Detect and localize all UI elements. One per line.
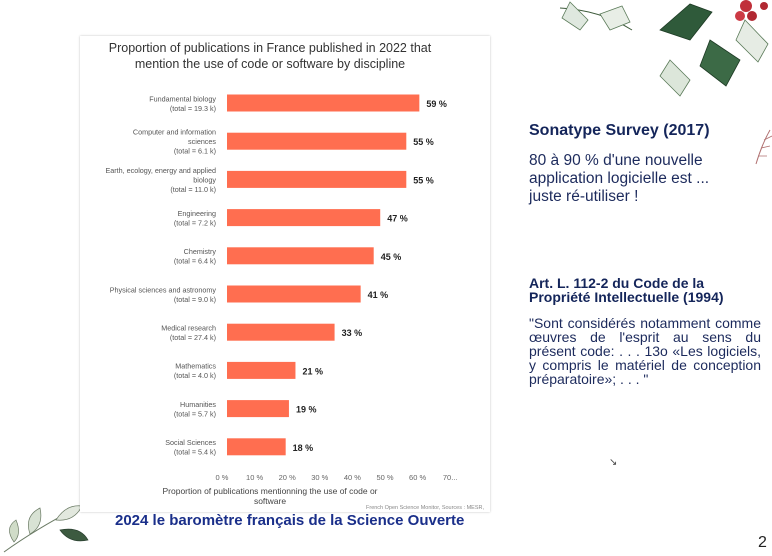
x-tick-label: 10 % [246, 473, 263, 482]
survey-title: Sonatype Survey (2017) [529, 122, 710, 139]
survey-text: 80 à 90 % d'une nouvelle application log… [529, 152, 710, 205]
bar-value-label: 19 % [296, 405, 317, 415]
page-number: 2 [758, 534, 767, 551]
bar [227, 170, 407, 188]
bar-chart: Proportion of publications in France pub… [105, 41, 484, 511]
bar [227, 400, 289, 418]
x-tick-label: 70... [443, 473, 458, 482]
x-tick-label: 60 % [409, 473, 426, 482]
bar [227, 285, 361, 303]
bar [227, 361, 296, 379]
x-tick-label: 0 % [216, 473, 229, 482]
x-axis-label: software [254, 496, 286, 506]
x-tick-label: 30 % [311, 473, 328, 482]
category-total-label: (total = 9.0 k) [174, 295, 216, 304]
category-label: Fundamental biology [149, 94, 216, 103]
bar-value-label: 18 % [293, 443, 314, 453]
category-total-label: (total = 4.0 k) [174, 371, 216, 380]
bar-value-label: 21 % [302, 366, 323, 376]
category-total-label: (total = 11.0 k) [170, 185, 216, 194]
x-tick-label: 20 % [279, 473, 296, 482]
category-total-label: (total = 6.1 k) [174, 147, 216, 156]
mouse-cursor-icon: ↘ [609, 457, 618, 468]
bar [227, 323, 335, 341]
category-label: sciences [188, 137, 216, 146]
x-tick-label: 40 % [344, 473, 361, 482]
chart-source: French Open Science Monitor, Sources : M… [366, 505, 484, 511]
x-axis-label: Proportion of publications mentionning t… [163, 486, 378, 496]
law-quote: "Sont considérés notamment comme œuvres … [529, 315, 761, 387]
category-label: Mathematics [175, 362, 216, 371]
category-total-label: (total = 6.4 k) [174, 257, 216, 266]
bar-value-label: 45 % [381, 252, 402, 262]
category-total-label: (total = 27.4 k) [170, 333, 216, 342]
chart-title-line: mention the use of code or software by d… [135, 57, 405, 71]
bar-value-label: 41 % [368, 290, 389, 300]
bar-value-label: 47 % [387, 214, 408, 224]
bar [227, 132, 407, 150]
footer-title: 2024 le baromètre français de la Science… [115, 512, 465, 529]
category-total-label: (total = 19.3 k) [170, 104, 216, 113]
holly-decoration-icon [559, 0, 769, 97]
category-label: Physical sciences and astronomy [110, 285, 217, 294]
sprig-decoration-icon [755, 129, 772, 165]
bar [227, 94, 420, 112]
bar [227, 247, 374, 265]
bar-value-label: 59 % [426, 99, 447, 109]
bar-value-label: 33 % [342, 328, 363, 338]
x-tick-label: 50 % [376, 473, 393, 482]
law-title: Art. L. 112-2 du Code de la Propriété In… [529, 275, 724, 305]
chart-panel: Proportion of publications in France pub… [80, 36, 490, 512]
bar-value-label: 55 % [413, 175, 434, 185]
category-label: Humanities [180, 400, 216, 409]
category-total-label: (total = 5.4 k) [174, 448, 216, 457]
category-label: Computer and information [133, 128, 216, 137]
chart-title-line: Proportion of publications in France pub… [109, 41, 432, 55]
category-total-label: (total = 7.2 k) [174, 218, 216, 227]
bar-value-label: 55 % [413, 137, 434, 147]
category-label: Chemistry [184, 247, 217, 256]
bar [227, 438, 286, 456]
category-label: Earth, ecology, energy and applied [105, 166, 216, 175]
category-label: Social Sciences [165, 438, 216, 447]
bar [227, 209, 381, 227]
category-total-label: (total = 5.7 k) [174, 409, 216, 418]
category-label: biology [193, 175, 216, 184]
category-label: Medical research [161, 323, 216, 332]
category-label: Engineering [178, 209, 216, 218]
